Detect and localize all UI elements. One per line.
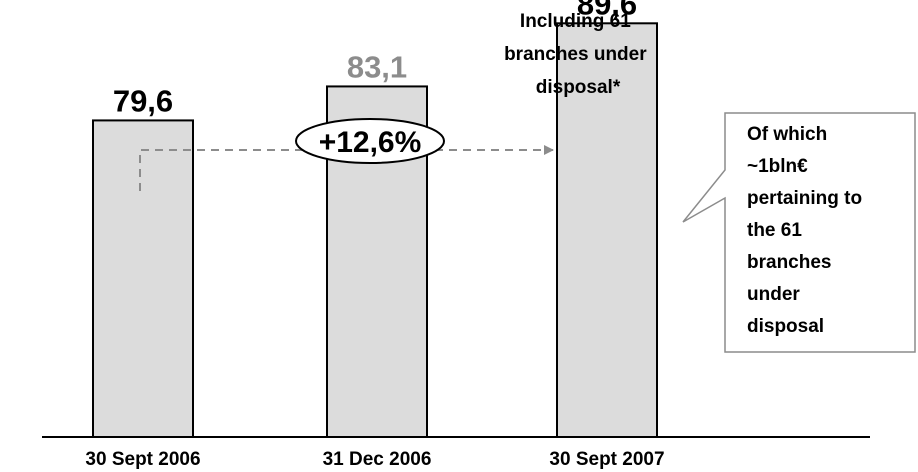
category-label-3: 30 Sept 2007 xyxy=(549,449,664,470)
callout-box xyxy=(682,112,916,353)
bar-3 xyxy=(556,22,658,438)
top-note-line-2: branches under xyxy=(504,44,647,65)
callout-line-5: branches xyxy=(747,252,831,273)
category-label-2: 31 Dec 2006 xyxy=(323,449,432,470)
value-label-2: 83,1 xyxy=(347,49,407,84)
callout-line-4: the 61 xyxy=(747,220,802,241)
category-labels-layer: 30 Sept 2006 31 Dec 2006 30 Sept 2007 xyxy=(85,449,664,470)
growth-label: +12,6% xyxy=(319,126,422,159)
top-note-line-3: disposal* xyxy=(536,77,621,98)
value-label-3: 89,6 xyxy=(577,0,637,21)
callout-line-1: Of which xyxy=(747,124,827,145)
callout-text: Of which ~1bln€ pertaining to the 61 bra… xyxy=(747,124,867,337)
callout-line-7: disposal xyxy=(747,316,824,337)
top-note: Including 61 branches under disposal* xyxy=(504,11,652,98)
growth-ellipse xyxy=(295,118,445,164)
bar-1 xyxy=(92,119,194,438)
category-label-1: 30 Sept 2006 xyxy=(85,449,200,470)
callout-line-6: under xyxy=(747,284,800,305)
value-label-1: 79,6 xyxy=(113,83,173,118)
top-note-line-1: Including 61 xyxy=(520,11,631,32)
callout-line-3: pertaining to xyxy=(747,188,862,209)
value-labels-layer: 79,6 83,1 89,6 xyxy=(113,0,637,118)
callout-line-2: ~1bln€ xyxy=(747,156,808,177)
